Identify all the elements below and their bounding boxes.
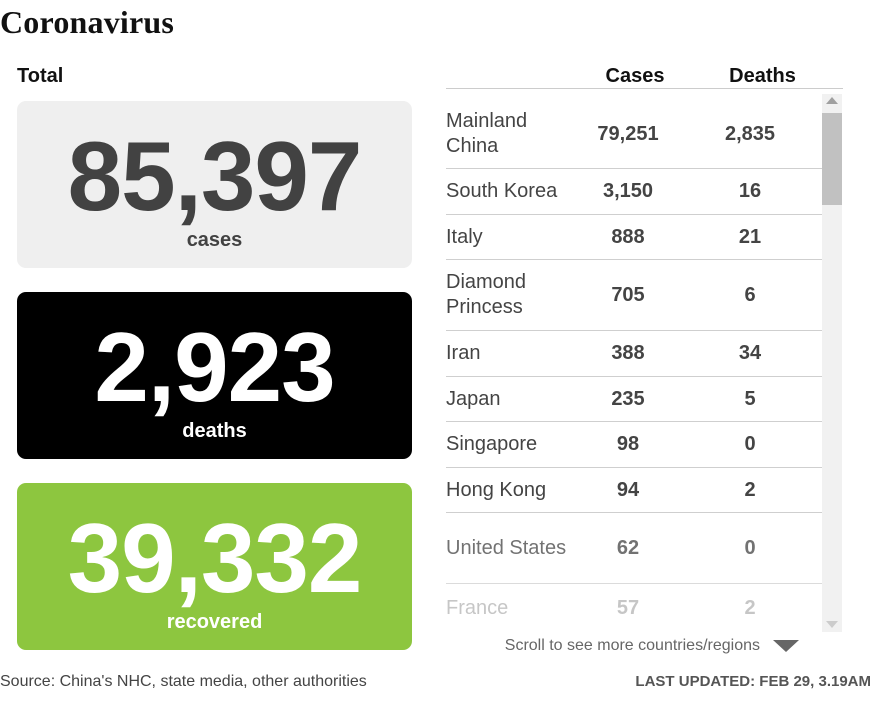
country-deaths: 6 <box>744 283 756 306</box>
table-row: Singapore 98 0 <box>446 422 822 468</box>
scroll-up-arrow-icon[interactable] <box>826 97 838 104</box>
deaths-card: 2,923 deaths <box>17 292 412 459</box>
table-row: Hong Kong 94 2 <box>446 468 822 513</box>
country-cases: 57 <box>616 596 640 619</box>
country-deaths: 34 <box>738 342 762 364</box>
scroll-down-arrow-icon[interactable] <box>826 621 838 628</box>
country-deaths: 2 <box>744 478 756 501</box>
country-name: Hong Kong <box>446 478 547 501</box>
cases-label: cases <box>186 229 243 251</box>
table-scrollbar[interactable] <box>822 94 842 632</box>
recovered-count: 39,332 <box>67 503 363 613</box>
scroll-hint: Scroll to see more countries/regions <box>504 637 760 654</box>
country-cases: 3,150 <box>602 180 654 202</box>
source-note: Source: China's NHC, state media, other … <box>0 673 367 690</box>
country-table[interactable]: Mainland China 79,251 2,835 South Korea … <box>446 100 822 625</box>
table-row: South Korea 3,150 16 <box>446 169 822 215</box>
country-name: France <box>446 596 509 619</box>
country-cases: 94 <box>616 478 640 501</box>
country-deaths: 21 <box>738 225 762 248</box>
scroll-thumb[interactable] <box>822 113 842 205</box>
country-name: Iran <box>446 342 481 364</box>
country-deaths: 5 <box>744 387 756 410</box>
table-row: Mainland China 79,251 2,835 <box>446 100 822 169</box>
country-name: South Korea <box>446 180 558 202</box>
country-cases: 98 <box>616 433 640 455</box>
country-name: Japan <box>446 387 501 410</box>
table-row: Italy 888 21 <box>446 215 822 260</box>
triangle-down-icon <box>773 640 799 652</box>
country-deaths: 2 <box>744 596 756 619</box>
page-title: Coronavirus <box>0 4 175 40</box>
country-cases: 79,251 <box>597 122 659 145</box>
country-name: Mainland China <box>446 110 528 157</box>
country-name: Singapore <box>446 433 538 455</box>
country-name: Italy <box>446 225 483 248</box>
country-cases: 888 <box>611 225 645 248</box>
deaths-count: 2,923 <box>94 312 335 422</box>
country-cases: 62 <box>616 536 640 559</box>
cases-count: 85,397 <box>67 121 363 231</box>
table-row: France 57 2 <box>446 584 822 625</box>
recovered-label: recovered <box>166 611 263 633</box>
recovered-card: 39,332 recovered <box>17 483 412 650</box>
country-name: Diamond Princess <box>446 271 527 318</box>
table-row: United States 62 0 <box>446 513 822 584</box>
last-updated: LAST UPDATED: FEB 29, 3.19AM <box>635 673 871 690</box>
country-deaths: 0 <box>744 433 756 455</box>
country-cases: 388 <box>611 342 645 364</box>
deaths-column-header: Deaths <box>729 65 796 87</box>
country-cases: 235 <box>611 387 645 410</box>
cases-card: 85,397 cases <box>17 101 412 268</box>
cases-column-header: Cases <box>605 65 665 87</box>
country-name: United States <box>446 536 567 559</box>
deaths-label: deaths <box>182 420 247 442</box>
total-label: Total <box>17 65 64 87</box>
country-deaths: 16 <box>738 180 762 202</box>
table-row: Japan 235 5 <box>446 377 822 422</box>
country-cases: 705 <box>611 283 645 306</box>
table-row: Iran 388 34 <box>446 331 822 377</box>
country-deaths: 2,835 <box>724 122 776 145</box>
header-divider <box>446 88 843 89</box>
country-deaths: 0 <box>744 536 756 559</box>
table-row: Diamond Princess 705 6 <box>446 260 822 331</box>
